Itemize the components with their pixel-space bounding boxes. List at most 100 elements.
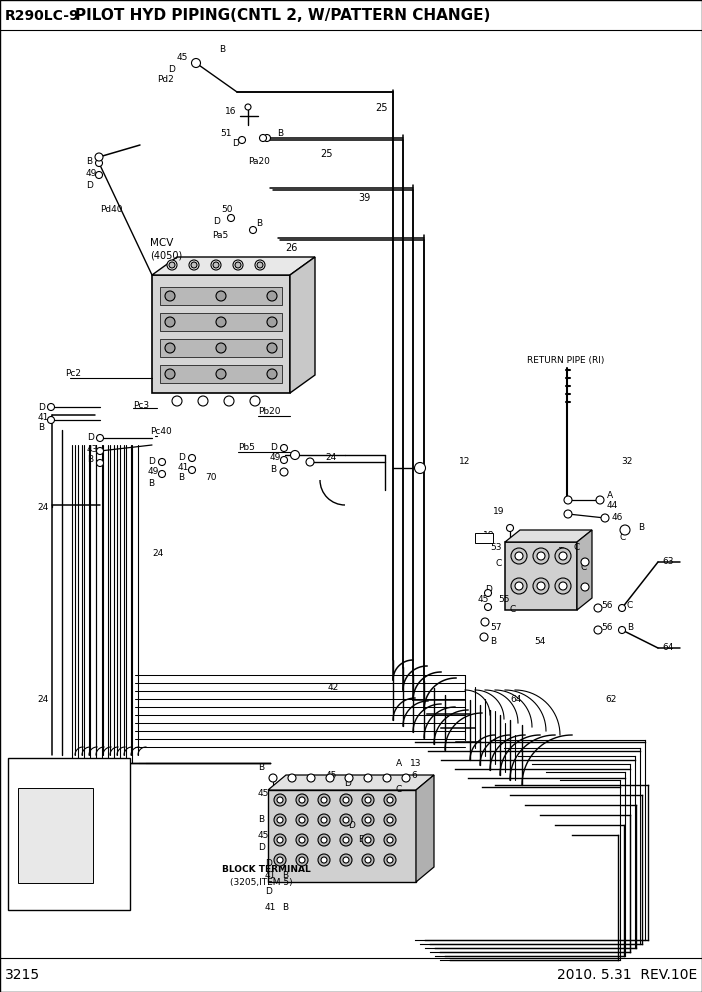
Circle shape [555,548,571,564]
Text: 46: 46 [612,514,623,523]
Circle shape [274,794,286,806]
Text: PILOT HYD PIPING(CNTL 2, W/PATTERN CHANGE): PILOT HYD PIPING(CNTL 2, W/PATTERN CHANG… [75,9,491,24]
Text: C: C [510,605,516,614]
Text: 49: 49 [148,467,159,476]
Circle shape [480,633,488,641]
Circle shape [594,626,602,634]
Circle shape [365,797,371,803]
Bar [160,339,282,357]
Circle shape [484,589,491,596]
Polygon shape [290,257,315,393]
Circle shape [387,797,393,803]
Circle shape [384,834,396,846]
Circle shape [414,462,425,473]
Circle shape [318,854,330,866]
Circle shape [340,854,352,866]
Circle shape [249,226,256,233]
Text: D: D [148,457,155,466]
Text: 45: 45 [478,595,489,604]
Text: B: B [490,638,496,647]
Circle shape [235,262,241,268]
Circle shape [601,514,609,522]
Text: 13: 13 [410,760,421,769]
Circle shape [189,454,195,461]
Text: 57: 57 [490,624,501,633]
Circle shape [48,404,55,411]
Text: D: D [86,181,93,189]
Circle shape [402,774,410,782]
Circle shape [299,857,305,863]
Text: 41: 41 [38,413,49,422]
Circle shape [263,135,270,142]
Text: 50: 50 [221,205,232,214]
Text: C: C [496,558,502,567]
Circle shape [165,317,175,327]
Text: 6: 6 [411,772,417,781]
Text: 41: 41 [265,903,277,912]
Text: (4050): (4050) [150,250,183,260]
Polygon shape [152,257,315,275]
Bar [505,542,577,610]
Circle shape [581,558,589,566]
Circle shape [32,861,37,866]
Circle shape [620,525,630,535]
Text: D: D [232,140,239,149]
Circle shape [307,774,315,782]
Text: B: B [270,464,276,473]
Circle shape [340,794,352,806]
Circle shape [362,794,374,806]
Circle shape [321,817,327,823]
Circle shape [213,262,219,268]
Circle shape [318,794,330,806]
Text: 45: 45 [258,830,270,839]
Text: Pb5: Pb5 [22,796,37,805]
Circle shape [274,834,286,846]
Text: A: A [607,490,613,500]
Text: 54: 54 [534,637,545,646]
Circle shape [267,369,277,379]
Text: Pd40: Pd40 [100,205,123,214]
Polygon shape [505,530,592,542]
Circle shape [511,548,527,564]
Text: 19: 19 [493,508,505,517]
Text: 55: 55 [498,595,510,604]
Circle shape [559,582,567,590]
Circle shape [362,854,374,866]
Text: Pb20: Pb20 [258,408,281,417]
Circle shape [345,774,353,782]
Circle shape [159,470,166,477]
Circle shape [250,396,260,406]
Circle shape [321,837,327,843]
Text: 49: 49 [270,453,282,462]
Polygon shape [416,775,434,882]
Text: 62: 62 [605,695,616,704]
Circle shape [555,578,571,594]
Text: 53: 53 [490,544,501,553]
Circle shape [165,343,175,353]
Circle shape [384,854,396,866]
Text: B: B [282,903,288,912]
Text: 45: 45 [258,789,270,798]
Circle shape [296,834,308,846]
Circle shape [340,814,352,826]
Circle shape [96,434,103,441]
Text: C: C [574,543,581,552]
Text: 64: 64 [510,695,522,704]
Circle shape [594,604,602,612]
Circle shape [343,837,349,843]
Circle shape [515,552,523,560]
Text: B: B [87,455,93,464]
Text: C: C [22,812,27,821]
Circle shape [507,525,513,532]
Circle shape [255,260,265,270]
Text: D: D [344,779,351,788]
Text: D: D [178,452,185,461]
Text: 25: 25 [320,149,333,159]
Text: 24: 24 [152,549,164,558]
Text: 41: 41 [265,872,277,881]
Circle shape [274,854,286,866]
Text: 2010. 5.31  REV.10E: 2010. 5.31 REV.10E [557,968,697,982]
Text: 64: 64 [662,644,673,653]
Bar [152,275,290,393]
Circle shape [291,450,300,459]
